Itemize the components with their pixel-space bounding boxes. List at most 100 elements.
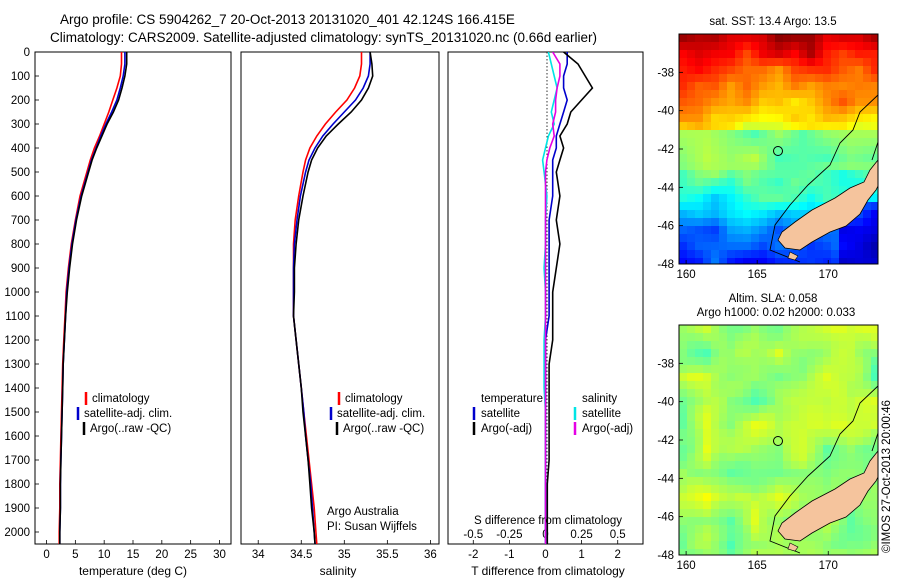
map-cell xyxy=(727,445,736,454)
map-cell xyxy=(847,50,856,59)
map-cell xyxy=(743,437,752,446)
map-cell xyxy=(855,74,864,83)
map-cell xyxy=(831,381,840,390)
map-cell xyxy=(727,154,736,163)
map-cell xyxy=(687,226,696,235)
map-cell xyxy=(695,421,704,430)
map-cell xyxy=(743,485,752,494)
map-cell xyxy=(831,146,840,155)
legend-header-salinity: salinity xyxy=(582,393,617,405)
map-cell xyxy=(719,202,728,211)
map-cell xyxy=(759,341,768,350)
map-cell xyxy=(703,389,712,398)
map-cell xyxy=(791,405,800,414)
map-cell xyxy=(735,525,744,534)
x-tick-label: 34.5 xyxy=(290,549,312,561)
legend-label-s-argo: Argo(-adj) xyxy=(582,423,633,435)
map-cell xyxy=(871,234,878,243)
map-cell xyxy=(759,226,768,235)
map-cell xyxy=(719,397,728,406)
map-cell xyxy=(727,477,736,486)
map-cell xyxy=(679,178,688,187)
map-cell xyxy=(871,66,878,75)
map-cell xyxy=(767,106,776,115)
map-cell xyxy=(775,469,784,478)
map-cell xyxy=(863,453,872,462)
map-cell xyxy=(847,226,856,235)
map-cell xyxy=(703,357,712,366)
map-cell xyxy=(743,469,752,478)
map-cell xyxy=(679,357,688,366)
map-cell xyxy=(847,533,856,542)
x-tick-label-top: -0.5 xyxy=(463,529,483,541)
map-cell xyxy=(751,365,760,374)
y-tick-label: 600 xyxy=(11,191,30,203)
map-cell xyxy=(767,178,776,187)
map-cell xyxy=(767,549,776,555)
map-cell xyxy=(679,250,688,259)
map-cell xyxy=(871,146,878,155)
map-cell xyxy=(695,405,704,414)
map-cell xyxy=(807,437,816,446)
map-cell xyxy=(855,373,864,382)
map-cell xyxy=(831,477,840,486)
map-cell xyxy=(775,98,784,107)
map-cell xyxy=(831,178,840,187)
map-cell xyxy=(767,242,776,251)
map-cell xyxy=(807,349,816,358)
map-cell xyxy=(711,421,720,430)
map-cell xyxy=(823,325,832,334)
map-cell xyxy=(687,170,696,179)
map-cell xyxy=(855,541,864,550)
map-cell xyxy=(687,258,696,264)
map-cell xyxy=(767,202,776,211)
map-cell xyxy=(799,549,808,555)
sst-map-title: sat. SST: 13.4 Argo: 13.5 xyxy=(709,16,836,28)
map-cell xyxy=(711,218,720,227)
map-cell xyxy=(823,58,832,67)
map-cell xyxy=(727,325,736,334)
map-cell xyxy=(711,98,720,107)
map-cell xyxy=(839,389,848,398)
map-cell xyxy=(703,170,712,179)
map-cell xyxy=(735,258,744,264)
map-cell xyxy=(751,34,760,43)
map-cell xyxy=(831,445,840,454)
map-cell xyxy=(727,397,736,406)
legend-label-argo: Argo(..raw -QC) xyxy=(343,423,424,435)
sla-map-title: Altim. SLA: 0.058 xyxy=(729,293,818,305)
map-cell xyxy=(751,397,760,406)
map-cell xyxy=(719,429,728,438)
map-cell xyxy=(679,202,688,211)
temperature-axis-label: temperature (deg C) xyxy=(79,564,187,578)
map-cell xyxy=(767,250,776,259)
map-cell xyxy=(847,325,856,334)
map-cell xyxy=(711,493,720,502)
map-cell xyxy=(831,258,840,264)
map-cell xyxy=(727,389,736,398)
map-cell xyxy=(711,485,720,494)
map-cell xyxy=(823,106,832,115)
shelf-contour xyxy=(769,94,878,263)
map-cell xyxy=(703,349,712,358)
map-cell xyxy=(799,82,808,91)
map-cell xyxy=(839,154,848,163)
map-cell xyxy=(839,453,848,462)
map-cell xyxy=(679,82,688,91)
legend-label-satellite-adj: satellite-adj. clim. xyxy=(84,408,172,420)
map-cell xyxy=(719,58,728,67)
map-cell xyxy=(823,549,832,555)
map-cell xyxy=(863,389,872,398)
map-cell xyxy=(815,485,824,494)
map-cell xyxy=(855,114,864,123)
map-cell xyxy=(735,186,744,195)
map-cell xyxy=(703,42,712,51)
map-cell xyxy=(711,66,720,75)
map-cell xyxy=(711,533,720,542)
map-cell xyxy=(783,341,792,350)
map-cell xyxy=(839,66,848,75)
map-cell xyxy=(679,34,688,43)
map-cell xyxy=(711,501,720,510)
map-cell xyxy=(847,74,856,83)
map-cell xyxy=(727,146,736,155)
